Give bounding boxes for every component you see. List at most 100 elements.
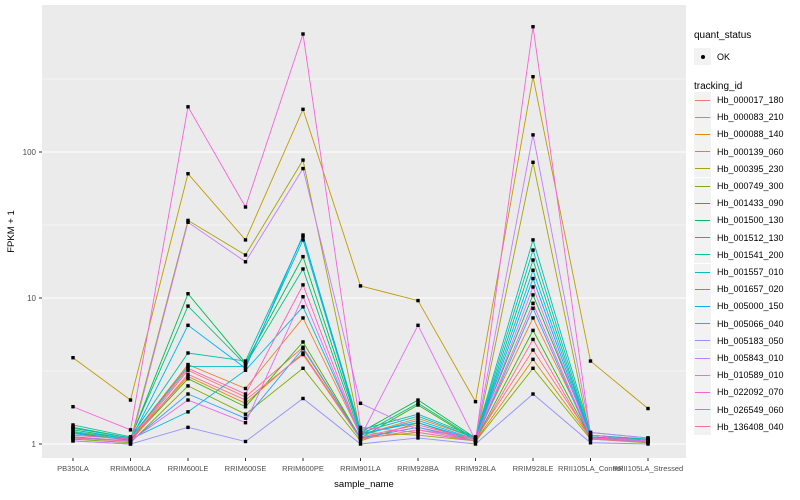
legend-entry-Hb_001433_090: Hb_001433_090 xyxy=(694,194,784,212)
legend-entry-label: Hb_000083_210 xyxy=(717,112,784,123)
legend-key-box xyxy=(694,383,711,401)
x-tick-label: RRIM928BA xyxy=(397,464,439,473)
legend-line-swatch xyxy=(695,288,710,290)
legend-entry-Hb_000017_180: Hb_000017_180 xyxy=(694,91,784,109)
legend-key-box xyxy=(694,211,711,229)
legend-entry-Hb_005000_150: Hb_005000_150 xyxy=(694,297,784,315)
legend-key-box xyxy=(694,125,711,143)
legend-line-swatch xyxy=(695,305,710,307)
legend-line-swatch xyxy=(695,340,710,342)
x-tick-label: RRIM928LA xyxy=(455,464,496,473)
legend-line-swatch xyxy=(695,254,710,256)
x-tick-label: RRIM600SE xyxy=(225,464,267,473)
legend-item-label: OK xyxy=(717,51,731,62)
legend-key-box xyxy=(694,91,711,109)
x-tick-label: RRII105LA_Control xyxy=(558,464,623,473)
legend-line-swatch xyxy=(695,271,710,273)
data-points xyxy=(71,25,650,446)
plot-panel xyxy=(42,5,686,458)
x-tick-label: PB350LA xyxy=(57,464,89,473)
legend-line-swatch xyxy=(695,133,710,135)
legend-key-box xyxy=(694,280,711,298)
legend-entry-Hb_026549_060: Hb_026549_060 xyxy=(694,401,784,419)
legend-line-swatch xyxy=(695,357,710,359)
legend-key-box xyxy=(694,194,711,212)
legend-entry-label: Hb_001657_020 xyxy=(717,284,784,295)
legend-entry-Hb_000139_060: Hb_000139_060 xyxy=(694,143,784,161)
legend-entry-Hb_001557_010: Hb_001557_010 xyxy=(694,263,784,281)
y-axis-title: FPKM + 1 xyxy=(6,210,17,253)
legend-entry-label: Hb_001541_200 xyxy=(717,249,784,260)
legend-entry-label: Hb_026549_060 xyxy=(717,404,784,415)
x-tick-label: RRIM928LE xyxy=(513,464,554,473)
legend-entry-Hb_001500_130: Hb_001500_130 xyxy=(694,211,784,229)
legend-entry-label: Hb_001512_130 xyxy=(717,232,784,243)
x-tick-label: RRIM600LA xyxy=(110,464,151,473)
legend-line-swatch xyxy=(695,99,710,101)
legend-entry-Hb_000088_140: Hb_000088_140 xyxy=(694,125,784,143)
legend-entry-label: Hb_001433_090 xyxy=(717,198,784,209)
legend-entry-label: Hb_005183_050 xyxy=(717,335,784,346)
legend-line-swatch xyxy=(695,323,710,325)
x-tick-label: RRIM901LA xyxy=(340,464,381,473)
legend-entry-label: Hb_005000_150 xyxy=(717,301,784,312)
legend-entry-label: Hb_000017_180 xyxy=(717,95,784,105)
legend-line-swatch xyxy=(695,391,710,393)
legend-entry-label: Hb_001557_010 xyxy=(717,267,784,277)
legend-key-box xyxy=(694,263,711,281)
legend-key-box xyxy=(694,315,711,333)
legend-entry-Hb_000083_210: Hb_000083_210 xyxy=(694,108,784,126)
legend-key-box xyxy=(694,332,711,350)
x-tick-label: RRII105LA_Stressed xyxy=(613,464,683,473)
legend-title-quant-status: quant_status xyxy=(694,30,752,41)
legend-entry-label: Hb_136408_040 xyxy=(717,421,784,432)
legend-entry-Hb_005843_010: Hb_005843_010 xyxy=(694,349,784,367)
legend-entry-Hb_000395_230: Hb_000395_230 xyxy=(694,160,784,178)
legend-line-swatch xyxy=(695,185,710,187)
legend-key-box xyxy=(694,297,711,315)
legend-key-box xyxy=(694,229,711,247)
legend-entry-label: Hb_005066_040 xyxy=(717,318,784,329)
legend-entry-Hb_001657_020: Hb_001657_020 xyxy=(694,280,784,298)
legend-key-box xyxy=(694,177,711,195)
y-tick-label: 1 xyxy=(32,440,37,449)
legend-line-swatch xyxy=(695,151,710,153)
legend-key-box xyxy=(694,48,711,65)
legend-entry-Hb_136408_040: Hb_136408_040 xyxy=(694,418,784,436)
legend-key-box xyxy=(694,401,711,419)
legend-line-swatch xyxy=(695,168,710,170)
legend-line-swatch xyxy=(695,202,710,204)
legend-entry-Hb_005066_040: Hb_005066_040 xyxy=(694,315,784,333)
x-tick-label: RRIM600LE xyxy=(168,464,209,473)
x-axis-title: sample_name xyxy=(334,479,394,490)
legend-key-box xyxy=(694,246,711,264)
legend-key-box xyxy=(694,143,711,161)
legend-key-box xyxy=(694,349,711,367)
legend-entry-label: Hb_000749_300 xyxy=(717,181,784,191)
legend-entry-label: Hb_000139_060 xyxy=(717,146,784,157)
legend-entry-label: Hb_001500_130 xyxy=(717,215,784,226)
y-tick-label: 10 xyxy=(27,294,36,303)
legend-key-box xyxy=(694,108,711,126)
legend-entry-Hb_000749_300: Hb_000749_300 xyxy=(694,177,784,195)
legend-entry-Hb_005183_050: Hb_005183_050 xyxy=(694,332,784,350)
legend-entry-label: Hb_000395_230 xyxy=(717,163,784,174)
legend-title-tracking-id: tracking_id xyxy=(694,81,743,92)
legend-entry-Hb_022092_070: Hb_022092_070 xyxy=(694,383,784,401)
x-tick-label: RRIM600PE xyxy=(282,464,324,473)
legend-entry-Hb_001512_130: Hb_001512_130 xyxy=(694,229,784,247)
legend-line-swatch xyxy=(695,409,710,411)
legend-line-swatch xyxy=(695,116,710,118)
legend-entry-label: Hb_010589_010 xyxy=(717,370,784,381)
legend-key-box xyxy=(694,160,711,178)
legend-key-box xyxy=(694,418,711,436)
legend-key-box xyxy=(694,366,711,384)
legend-entry-label: Hb_005843_010 xyxy=(717,353,784,363)
legend-line-swatch xyxy=(695,426,710,428)
legend-entry-label: Hb_000088_140 xyxy=(717,129,784,140)
point-marker-icon xyxy=(700,54,705,59)
legend-item-quant-ok: OK xyxy=(694,48,730,65)
legend-entry-Hb_001541_200: Hb_001541_200 xyxy=(694,246,784,264)
